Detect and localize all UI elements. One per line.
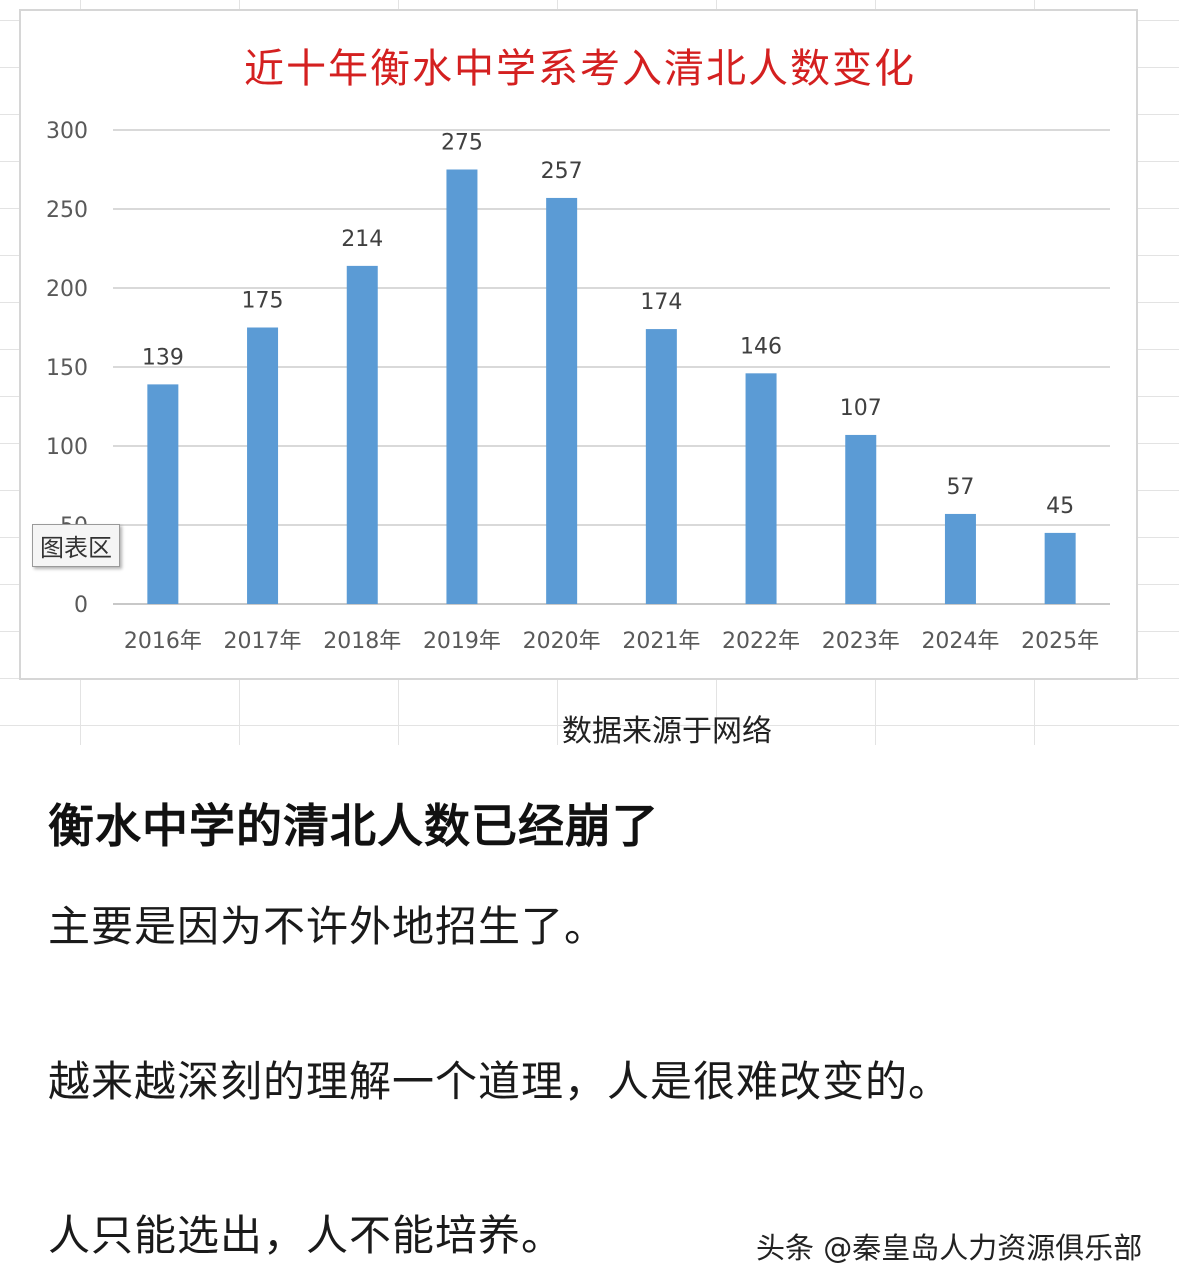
data-label: 146	[740, 334, 782, 359]
source-note: 数据来源于网络	[562, 714, 772, 749]
bar	[546, 197, 578, 604]
data-label: 174	[640, 290, 682, 315]
watermark: 头条 @秦皇岛人力资源俱乐部	[756, 1231, 1143, 1265]
data-label: 57	[946, 475, 974, 500]
data-label: 107	[840, 396, 882, 421]
article-paragraph-2: 越来越深刻的理解一个道理，人是很难改变的。	[48, 1057, 952, 1106]
y-tick-label: 250	[46, 198, 88, 223]
chart-area-tooltip: 图表区	[32, 524, 120, 567]
data-label: 139	[142, 345, 184, 370]
bar	[446, 169, 478, 604]
article-headline: 衡水中学的清北人数已经崩了	[48, 799, 659, 853]
y-tick-label: 100	[46, 435, 88, 460]
article-paragraph-1: 主要是因为不许外地招生了。	[48, 902, 608, 951]
data-label: 275	[441, 131, 483, 156]
bar	[645, 329, 677, 604]
y-tick-label: 150	[46, 356, 88, 381]
x-tick-label: 2023年	[822, 629, 900, 654]
y-tick-label: 300	[46, 119, 88, 144]
x-tick-label: 2020年	[523, 629, 601, 654]
bar	[147, 384, 179, 604]
article-paragraph-3: 人只能选出，人不能培养。	[48, 1211, 565, 1260]
x-tick-label: 2025年	[1021, 629, 1099, 654]
bar-chart: 0501001502002503001392016年1752017年214201…	[46, 119, 1110, 654]
x-tick-label: 2021年	[622, 629, 700, 654]
bar	[1044, 532, 1076, 604]
bar	[247, 327, 279, 604]
bar	[845, 434, 877, 604]
x-tick-label: 2022年	[722, 629, 800, 654]
data-label: 257	[541, 159, 583, 184]
x-tick-label: 2019年	[423, 629, 501, 654]
data-label: 214	[341, 227, 383, 252]
data-label: 45	[1046, 494, 1074, 519]
x-tick-label: 2018年	[323, 629, 401, 654]
bar	[745, 373, 777, 604]
x-tick-label: 2016年	[124, 629, 202, 654]
bar	[346, 265, 378, 604]
bar	[944, 513, 976, 604]
x-tick-label: 2024年	[921, 629, 999, 654]
x-tick-label: 2017年	[224, 629, 302, 654]
chart-title: 近十年衡水中学系考入清北人数变化	[244, 46, 916, 92]
data-label: 175	[242, 289, 284, 314]
y-tick-label: 0	[74, 593, 88, 618]
y-tick-label: 200	[46, 277, 88, 302]
